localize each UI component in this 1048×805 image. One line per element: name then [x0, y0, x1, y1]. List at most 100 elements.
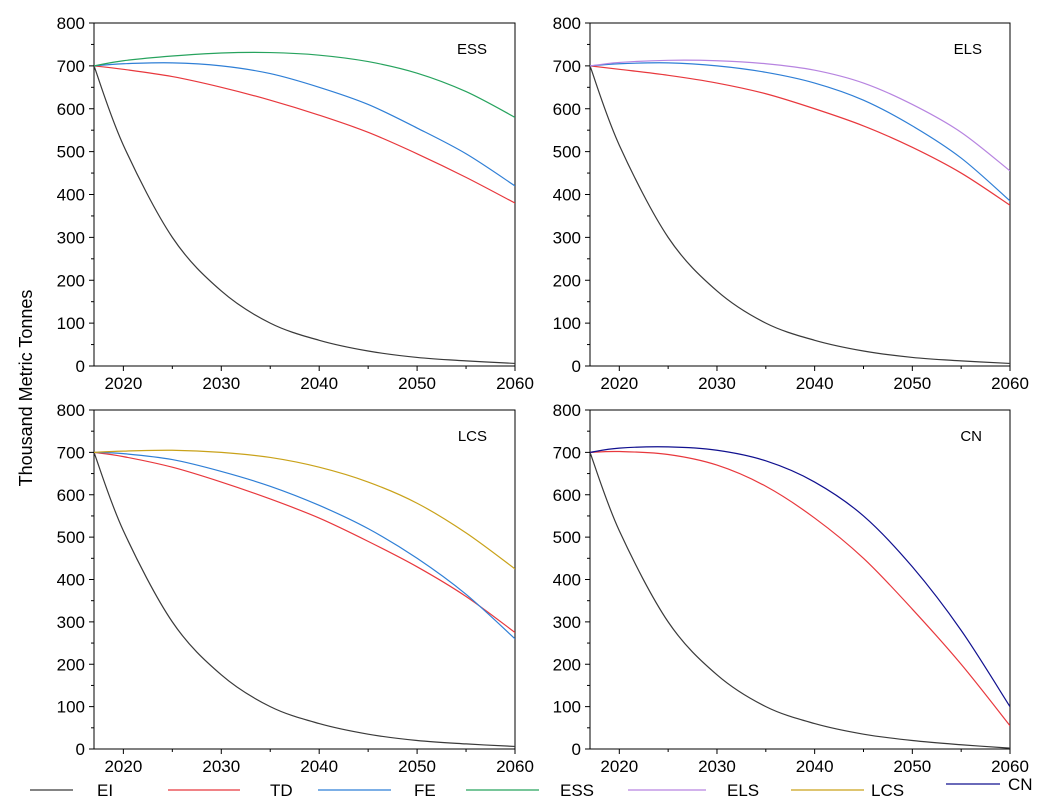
x-tick-label-els-2020: 2020	[600, 374, 638, 393]
plot-frame-lcs	[93, 409, 516, 750]
y-tick-label-lcs-600: 600	[57, 486, 85, 505]
legend-item-els: ELS	[628, 781, 759, 800]
series-line-cn-td	[590, 450, 1010, 727]
legend-item-cn: CN	[946, 775, 1033, 794]
series-line-cn-cn	[590, 446, 1010, 707]
panel-lcs: 0 100 200 300 400 500 600 700 800 2020 2030 2040 205…	[57, 401, 534, 776]
y-tick-label-ess-200: 200	[57, 271, 85, 290]
series-line-lcs-ei	[94, 452, 515, 748]
y-tick-label-cn-700: 700	[553, 443, 581, 462]
series-group-cn	[590, 446, 1010, 749]
y-tick-label-els-500: 500	[553, 143, 581, 162]
series-line-els-els	[590, 59, 1010, 172]
panel-label-lcs: LCS	[458, 428, 487, 445]
legend-label-ess: ESS	[560, 781, 594, 800]
series-line-cn-ei	[590, 452, 1010, 749]
y-tick-label-els-200: 200	[553, 271, 581, 290]
legend-label-cn: CN	[1008, 775, 1033, 794]
series-line-ess-fe	[94, 62, 515, 187]
y-tick-label-cn-0: 0	[572, 740, 581, 759]
y-tick-label-cn-600: 600	[553, 486, 581, 505]
x-tick-label-cn-2050: 2050	[893, 757, 931, 776]
x-tick-label-lcs-2020: 2020	[104, 757, 142, 776]
x-tick-label-cn-2060: 2060	[991, 757, 1029, 776]
x-tick-label-lcs-2050: 2050	[398, 757, 436, 776]
panels: 0 100 200 300 400 500 600 700 800 2020 2030 2040 205…	[57, 14, 1029, 776]
legend-item-lcs: LCS	[791, 781, 904, 800]
panel-label-ess: ESS	[457, 41, 487, 58]
panel-ess: 0 100 200 300 400 500 600 700 800 2020 2030 2040 205…	[57, 14, 534, 393]
x-tick-label-lcs-2040: 2040	[300, 757, 338, 776]
y-tick-label-cn-500: 500	[553, 528, 581, 547]
x-tick-label-els-2030: 2030	[698, 374, 736, 393]
y-tick-label-lcs-800: 800	[57, 401, 85, 420]
y-tick-label-ess-700: 700	[57, 57, 85, 76]
legend-item-fe: FE	[318, 781, 436, 800]
panel-els: 0 100 200 300 400 500 600 700 800 2020 2030 2040 205…	[553, 14, 1029, 393]
series-group-ess	[94, 51, 515, 365]
x-tick-label-ess-2050: 2050	[398, 374, 436, 393]
y-tick-label-els-300: 300	[553, 228, 581, 247]
y-tick-label-ess-100: 100	[57, 314, 85, 333]
legend-label-ei: EI	[97, 781, 113, 800]
y-tick-label-lcs-100: 100	[57, 698, 85, 717]
y-tick-label-els-700: 700	[553, 57, 581, 76]
y-tick-label-els-100: 100	[553, 314, 581, 333]
y-tick-label-lcs-500: 500	[57, 528, 85, 547]
series-line-ess-td	[94, 65, 515, 204]
x-tick-label-ess-2060: 2060	[496, 374, 534, 393]
legend-label-td: TD	[270, 781, 293, 800]
series-line-lcs-lcs	[94, 449, 515, 570]
y-tick-label-cn-100: 100	[553, 698, 581, 717]
plot-frame-els	[589, 22, 1011, 367]
y-tick-label-cn-300: 300	[553, 613, 581, 632]
y-tick-label-lcs-0: 0	[76, 740, 85, 759]
y-tick-label-cn-800: 800	[553, 401, 581, 420]
y-tick-label-els-800: 800	[553, 14, 581, 33]
x-tick-label-els-2050: 2050	[893, 374, 931, 393]
y-tick-label-ess-400: 400	[57, 186, 85, 205]
panel-cn: 0 100 200 300 400 500 600 700 800 2020 2030 2040 205…	[553, 401, 1029, 776]
y-tick-label-cn-400: 400	[553, 571, 581, 590]
x-tick-label-els-2040: 2040	[796, 374, 834, 393]
y-tick-label-lcs-300: 300	[57, 613, 85, 632]
legend-item-ei: EI	[30, 781, 113, 800]
x-tick-label-ess-2040: 2040	[300, 374, 338, 393]
x-tick-label-cn-2030: 2030	[698, 757, 736, 776]
x-tick-label-lcs-2030: 2030	[202, 757, 240, 776]
x-tick-label-ess-2020: 2020	[104, 374, 142, 393]
y-tick-label-ess-300: 300	[57, 228, 85, 247]
legend-label-lcs: LCS	[871, 781, 904, 800]
series-line-lcs-fe	[94, 451, 515, 640]
series-line-els-fe	[590, 62, 1010, 202]
y-tick-label-ess-500: 500	[57, 143, 85, 162]
x-tick-label-lcs-2060: 2060	[496, 757, 534, 776]
x-tick-label-cn-2020: 2020	[600, 757, 638, 776]
series-line-lcs-td	[94, 451, 515, 633]
panel-label-els: ELS	[954, 41, 982, 58]
legend: EI TD FE ESS ELS LCS CN	[30, 775, 1033, 800]
y-tick-label-ess-800: 800	[57, 14, 85, 33]
y-tick-label-els-0: 0	[572, 357, 581, 376]
y-tick-label-lcs-700: 700	[57, 443, 85, 462]
y-tick-label-els-400: 400	[553, 186, 581, 205]
y-tick-label-ess-0: 0	[76, 357, 85, 376]
panel-label-cn: CN	[960, 428, 982, 445]
series-line-els-ei	[590, 65, 1010, 365]
series-group-els	[590, 59, 1010, 365]
legend-item-td: TD	[168, 781, 293, 800]
x-tick-label-els-2060: 2060	[991, 374, 1029, 393]
plot-frame-cn	[589, 409, 1011, 750]
y-tick-label-els-600: 600	[553, 100, 581, 119]
y-tick-label-lcs-200: 200	[57, 655, 85, 674]
y-tick-label-cn-200: 200	[553, 655, 581, 674]
series-line-ess-ess	[94, 51, 515, 118]
legend-label-els: ELS	[727, 781, 759, 800]
y-tick-label-ess-600: 600	[57, 100, 85, 119]
series-group-lcs	[94, 449, 515, 748]
legend-item-ess: ESS	[466, 781, 594, 800]
legend-label-fe: FE	[414, 781, 436, 800]
series-line-ess-ei	[94, 65, 515, 365]
y-axis-title: Thousand Metric Tonnes	[16, 290, 36, 487]
